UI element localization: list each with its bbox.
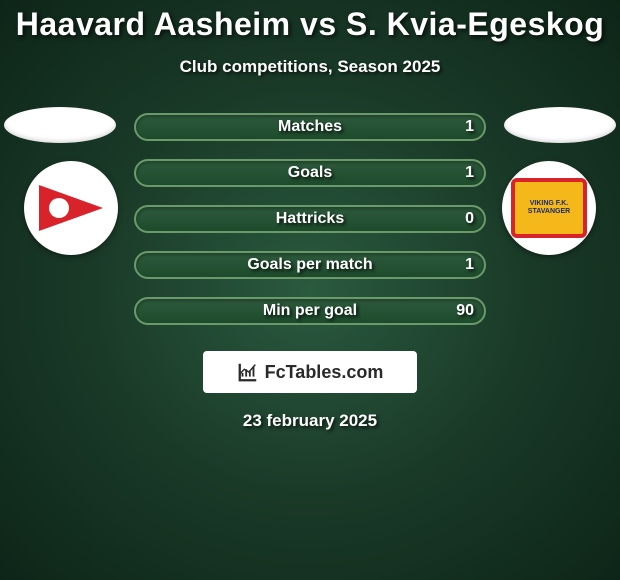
main-area: VIKING F.K. STAVANGER Matches 1 Goals 1 … bbox=[0, 107, 620, 327]
date-text: 23 february 2025 bbox=[0, 411, 620, 431]
left-player-ellipse bbox=[4, 107, 116, 143]
subtitle: Club competitions, Season 2025 bbox=[0, 57, 620, 77]
stat-label: Hattricks bbox=[276, 210, 344, 228]
stat-bar: Hattricks 0 bbox=[134, 205, 486, 233]
stat-right-value: 0 bbox=[465, 210, 474, 228]
stat-bars: Matches 1 Goals 1 Hattricks 0 Goals per … bbox=[134, 113, 486, 343]
stat-bar: Goals per match 1 bbox=[134, 251, 486, 279]
stat-bar: Goals 1 bbox=[134, 159, 486, 187]
stat-right-value: 90 bbox=[456, 302, 474, 320]
right-player-ellipse bbox=[504, 107, 616, 143]
right-club-badge: VIKING F.K. STAVANGER bbox=[502, 161, 596, 255]
footer-brand-text: FcTables.com bbox=[265, 362, 384, 383]
stat-label: Goals per match bbox=[247, 256, 372, 274]
right-club-badge-inner: VIKING F.K. STAVANGER bbox=[511, 178, 587, 238]
left-club-badge bbox=[24, 161, 118, 255]
right-badge-text-bottom: STAVANGER bbox=[528, 208, 570, 216]
stat-right-value: 1 bbox=[465, 118, 474, 136]
stat-label: Min per goal bbox=[263, 302, 357, 320]
stat-bar: Matches 1 bbox=[134, 113, 486, 141]
footer-brand-badge: FcTables.com bbox=[203, 351, 417, 393]
bar-chart-icon bbox=[237, 361, 259, 383]
comparison-infographic: Haavard Aasheim vs S. Kvia-Egeskog Club … bbox=[0, 0, 620, 580]
page-title: Haavard Aasheim vs S. Kvia-Egeskog bbox=[0, 6, 620, 43]
stat-label: Goals bbox=[288, 164, 332, 182]
stat-right-value: 1 bbox=[465, 256, 474, 274]
right-badge-text-top: VIKING F.K. bbox=[530, 200, 569, 208]
stat-right-value: 1 bbox=[465, 164, 474, 182]
left-club-badge-inner bbox=[39, 185, 103, 231]
stat-bar: Min per goal 90 bbox=[134, 297, 486, 325]
stat-label: Matches bbox=[278, 118, 342, 136]
